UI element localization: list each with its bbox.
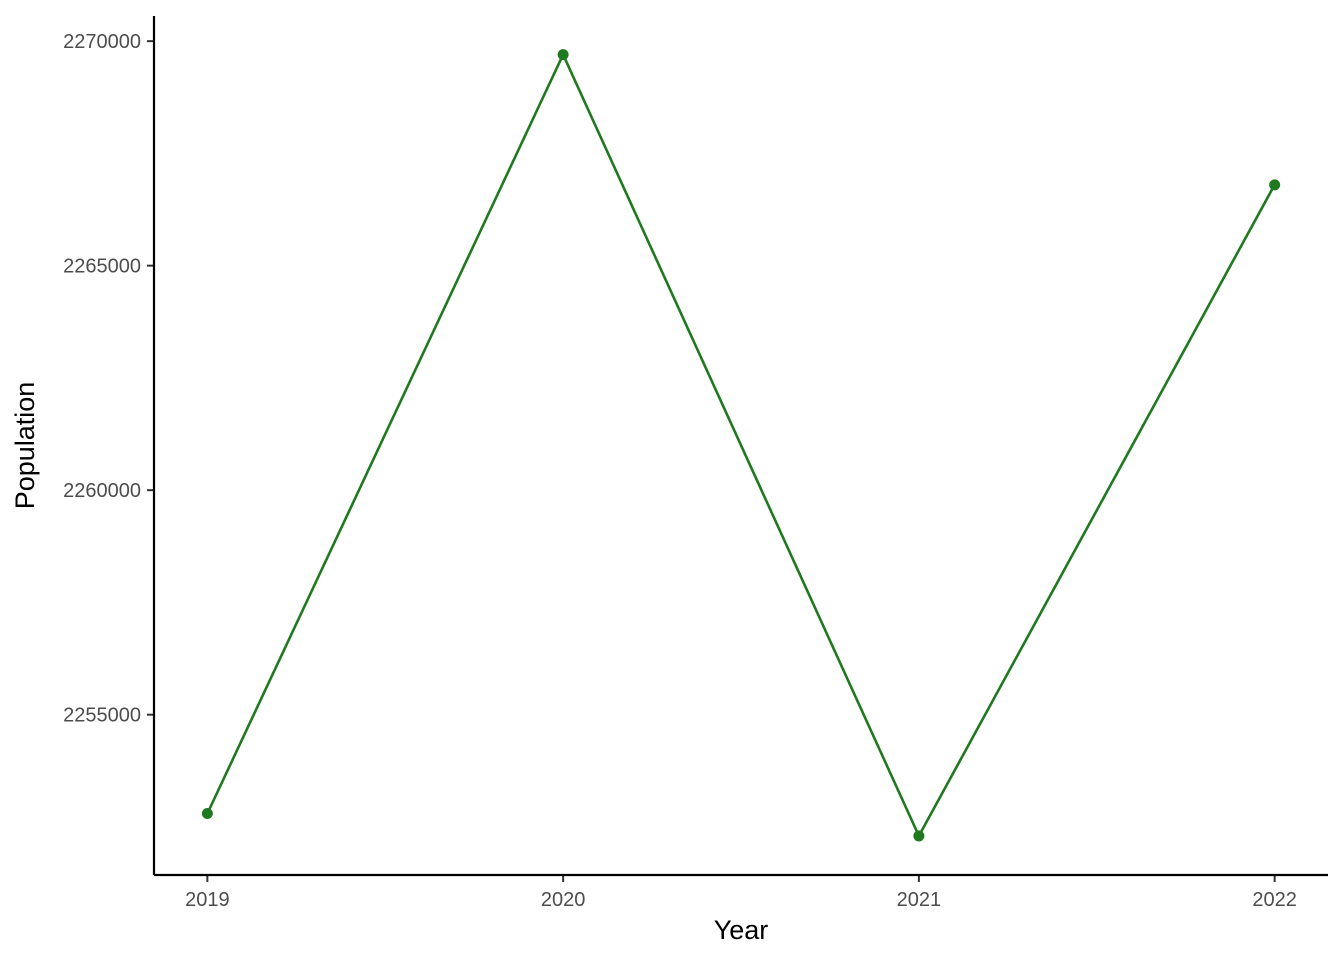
series-layer: [201, 49, 1281, 842]
x-axis-title: Year: [714, 915, 769, 945]
y-tick-label: 2255000: [63, 705, 141, 727]
y-tick-label: 2265000: [63, 256, 141, 278]
series-line: [206, 53, 1276, 838]
x-tick-label: 2019: [185, 889, 230, 911]
y-axis-title: Population: [10, 382, 40, 510]
data-point: [557, 49, 569, 61]
data-point: [913, 830, 925, 842]
data-point: [201, 807, 213, 819]
x-tick-label: 2020: [541, 889, 586, 911]
x-tick-label: 2022: [1252, 889, 1297, 911]
x-tick-label: 2021: [897, 889, 942, 911]
data-point: [1269, 179, 1281, 191]
y-tick-label: 2270000: [63, 31, 141, 53]
x-axis-ticks: 2019 2020 2021 2022: [185, 875, 1297, 911]
y-tick-label: 2260000: [63, 480, 141, 502]
y-axis-ticks: 2255000 2260000 2265000 2270000: [63, 31, 154, 727]
